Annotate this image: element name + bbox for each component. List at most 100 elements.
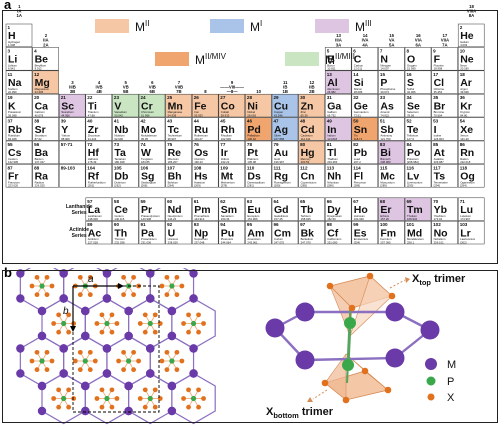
structure-legend-marker — [426, 376, 436, 386]
element-name: Beryllium — [35, 63, 47, 67]
x-atom — [142, 312, 148, 318]
element-name: Uranium — [168, 237, 179, 241]
atomic-number: 27 — [220, 95, 226, 100]
atomic-mass: 24.305 — [35, 90, 44, 94]
x-atom — [94, 396, 100, 401]
x-atom — [77, 349, 83, 355]
atomic-number: 57 — [87, 199, 93, 204]
element-cell-bg — [245, 140, 272, 165]
atomic-number: 94 — [220, 222, 226, 227]
atomic-number: 12 — [34, 72, 40, 77]
atomic-number: 4 — [34, 48, 37, 53]
m-atom — [146, 294, 155, 303]
group-label: 3A — [336, 42, 342, 47]
x-atom — [186, 387, 191, 393]
atomic-number: 67 — [353, 199, 359, 204]
atomic-mass: 22.990 — [8, 90, 17, 94]
element-cell-bg — [457, 197, 485, 221]
element-cell-bg — [404, 93, 432, 118]
atomic-mass: 231.036 — [141, 240, 152, 244]
atomic-mass: 87.62 — [35, 137, 42, 141]
element-name: Thulium — [407, 214, 418, 218]
element-cell-bg — [351, 140, 379, 165]
atomic-number: 6 — [353, 48, 356, 53]
element-cell-bg — [32, 140, 59, 165]
x-atom — [326, 282, 334, 290]
element-symbol: Tm — [407, 204, 423, 216]
group-label: 9 — [231, 80, 234, 85]
x-atom — [56, 329, 62, 335]
element-symbol: Al — [327, 77, 338, 89]
atomic-number: 22 — [87, 95, 93, 100]
m-atom — [295, 302, 315, 322]
element-name: Hafnium — [88, 157, 99, 161]
structure-diagram: Xtop trimer Xbottom trimer MPX — [265, 272, 466, 420]
group-label: 1 — [18, 4, 21, 9]
element-cell-bg — [218, 164, 246, 188]
m-atom — [420, 320, 440, 340]
atomic-mass: 15.999 — [407, 67, 416, 71]
x-atom — [92, 358, 98, 364]
x-atom — [186, 404, 191, 410]
x-atom — [114, 396, 120, 401]
structure-legend-label: M — [447, 359, 456, 371]
atomic-number: 13 — [327, 72, 333, 77]
atomic-number: 33 — [380, 95, 386, 100]
element-cell-bg — [351, 47, 379, 71]
m-atom — [385, 348, 405, 368]
p-atom — [147, 320, 153, 327]
m-atom — [59, 294, 68, 303]
atomic-mass: 40.078 — [35, 113, 44, 117]
atomic-number: 108 — [194, 165, 202, 170]
element-cell-bg — [298, 117, 325, 141]
atomic-mass: 132.905 — [8, 160, 19, 164]
element-cell-bg — [378, 70, 405, 94]
x-atom — [51, 396, 57, 401]
element-name: Lutetium — [460, 214, 471, 218]
atomic-mass: 63.546 — [274, 113, 283, 117]
x-atom — [174, 292, 180, 298]
x-atom — [87, 367, 93, 373]
atomic-mass: [264] — [168, 184, 174, 188]
atomic-mass: 112.411 — [301, 137, 311, 141]
element-symbol: Ru — [194, 124, 208, 136]
element-name: Mercury — [301, 157, 312, 161]
x-atom — [77, 367, 83, 373]
atomic-number: 77 — [220, 142, 226, 147]
x-atom — [181, 396, 186, 401]
x-atom — [164, 274, 170, 280]
x-top-trimer-label: Xtop trimer — [412, 273, 466, 287]
element-name: Tungsten — [141, 157, 153, 161]
element-name: Vanadium — [114, 110, 127, 114]
legend-swatch — [155, 52, 189, 66]
x-atom — [159, 358, 165, 364]
x-atom — [94, 321, 100, 326]
group-label: 8A — [469, 13, 475, 18]
element-symbol: Ti — [88, 100, 97, 112]
element-cell-bg — [378, 140, 405, 165]
atomic-number: 38 — [34, 119, 40, 124]
element-cell-bg — [431, 70, 458, 94]
element-name: Argon — [460, 87, 468, 91]
x-atom — [164, 292, 170, 298]
element-cell-bg — [271, 220, 299, 245]
element-name: Silver — [274, 134, 281, 138]
element-cell-bg — [165, 197, 192, 221]
m-atom — [189, 344, 198, 353]
group-label: IB — [283, 85, 287, 90]
legend-label: MII/MIII — [325, 52, 355, 67]
atomic-number: 74 — [141, 142, 147, 147]
atomic-number: 81 — [327, 142, 333, 147]
x-atom — [44, 367, 50, 373]
